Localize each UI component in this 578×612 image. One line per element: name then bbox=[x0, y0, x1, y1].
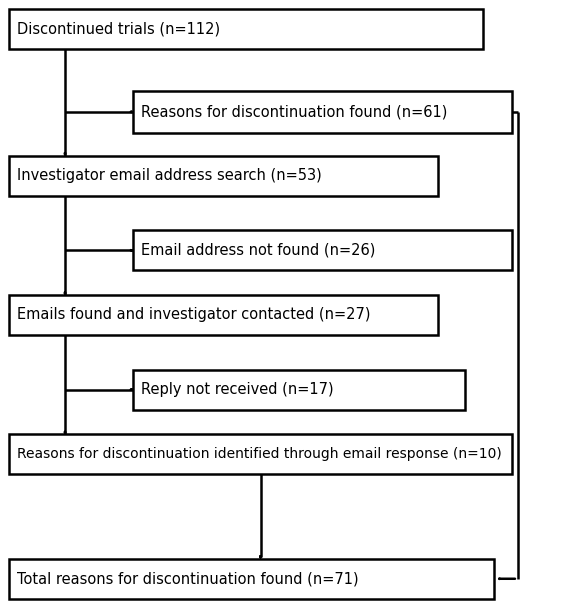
Text: Reasons for discontinuation found (n=61): Reasons for discontinuation found (n=61) bbox=[141, 105, 447, 119]
Bar bbox=[9, 435, 512, 474]
Bar bbox=[133, 370, 465, 409]
Bar bbox=[9, 559, 494, 599]
Bar bbox=[9, 9, 483, 49]
Text: Total reasons for discontinuation found (n=71): Total reasons for discontinuation found … bbox=[17, 571, 358, 586]
Text: Investigator email address search (n=53): Investigator email address search (n=53) bbox=[17, 168, 321, 183]
Text: Email address not found (n=26): Email address not found (n=26) bbox=[141, 243, 376, 258]
Bar bbox=[133, 91, 512, 133]
Text: Emails found and investigator contacted (n=27): Emails found and investigator contacted … bbox=[17, 307, 370, 323]
Text: Reply not received (n=17): Reply not received (n=17) bbox=[141, 382, 334, 397]
Bar bbox=[9, 155, 438, 195]
Text: Discontinued trials (n=112): Discontinued trials (n=112) bbox=[17, 22, 220, 37]
Bar bbox=[9, 295, 438, 335]
Bar bbox=[133, 230, 512, 270]
Text: Reasons for discontinuation identified through email response (n=10): Reasons for discontinuation identified t… bbox=[17, 447, 501, 461]
